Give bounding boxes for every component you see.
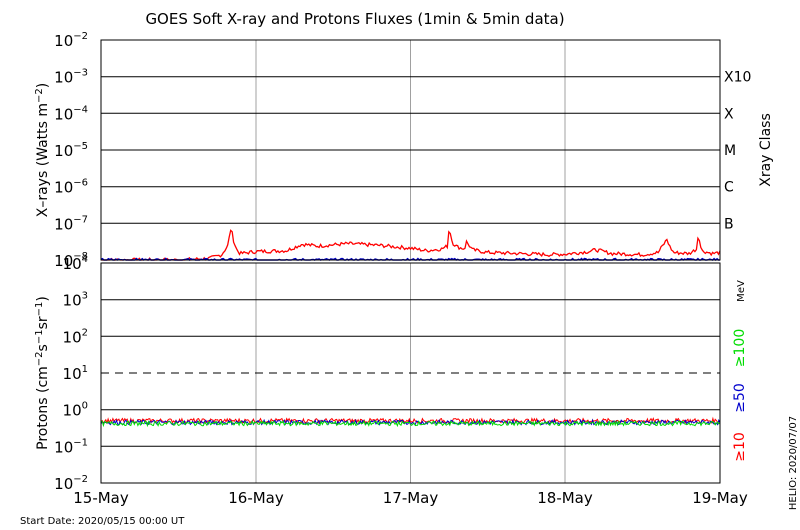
xray-y-tick-1e-4: 10−4 xyxy=(54,104,88,123)
xray-class-m: M xyxy=(724,143,736,159)
xray-frame xyxy=(100,39,721,261)
protons-y-tick-labels: 104 103 102 101 100 10−1 10−2 xyxy=(54,254,88,493)
xray-class-x10: X10 xyxy=(724,70,751,86)
xray-panel: 10−2 10−3 10−4 10−5 10−6 10−7 10−8 X10 X M C B X–r… xyxy=(34,31,774,270)
legend-50mev: ≥50 xyxy=(732,383,748,413)
xray-class-c: C xyxy=(724,180,734,196)
protons-horizontal-grid xyxy=(101,299,720,447)
xray-class-b: B xyxy=(724,216,734,232)
x-tick-16may: 16-May xyxy=(228,489,284,507)
protons-y-tick-1e4: 104 xyxy=(63,254,88,273)
xray-class-axis-label: Xray Class xyxy=(758,113,774,187)
xray-series-long xyxy=(100,229,721,261)
proton-series-ge100 xyxy=(100,419,721,428)
protons-y-axis-label: Protons (cm−2s−1sr−1) xyxy=(34,296,51,450)
credit-label: HELIO: 2020/07/07 xyxy=(788,416,799,510)
xray-y-tick-1e-6: 10−6 xyxy=(54,178,88,197)
protons-y-tick-1e3: 103 xyxy=(63,291,88,310)
xray-y-tick-1e-5: 10−5 xyxy=(54,141,88,160)
xray-horizontal-grid xyxy=(101,76,720,224)
protons-y-tick-1e2: 102 xyxy=(63,327,88,346)
x-tick-18may: 18-May xyxy=(537,489,593,507)
chart-title: GOES Soft X-ray and Protons Fluxes (1min… xyxy=(145,10,564,28)
xray-y-tick-1e-8: 10−8 xyxy=(54,251,88,270)
xray-y-tick-labels: 10−2 10−3 10−4 10−5 10−6 10−7 10−8 xyxy=(54,31,88,270)
xray-class-x: X xyxy=(724,106,734,122)
protons-y-tick-1e-1: 10−1 xyxy=(54,437,88,456)
protons-frame xyxy=(100,262,721,484)
proton-series xyxy=(100,416,721,428)
x-tick-17may: 17-May xyxy=(383,489,439,507)
legend-100mev: ≥100 xyxy=(732,329,748,367)
protons-y-tick-1e0: 100 xyxy=(63,401,88,420)
x-tick-19may: 19-May xyxy=(692,489,748,507)
proton-series-ge10 xyxy=(100,416,721,425)
legend-10mev: ≥10 xyxy=(732,432,748,462)
xray-y-tick-1e-7: 10−7 xyxy=(54,214,88,233)
xray-y-tick-1e-3: 10−3 xyxy=(54,68,88,87)
start-date-label: Start Date: 2020/05/15 00:00 UT xyxy=(20,516,185,527)
x-tick-15may: 15-May xyxy=(73,489,129,507)
xray-class-labels: X10 X M C B xyxy=(724,70,751,233)
xray-y-tick-1e-2: 10−2 xyxy=(54,31,88,50)
protons-y-tick-1e-2: 10−2 xyxy=(54,474,88,493)
protons-unit-label: MeV xyxy=(736,280,747,302)
protons-panel: 104 103 102 101 100 10−1 10−2 Protons (cm−2s−1… xyxy=(34,254,748,493)
xray-y-axis-label: X–rays (Watts m−2) xyxy=(34,83,51,218)
x-axis-tick-labels: 15-May 16-May 17-May 18-May 19-May xyxy=(73,489,748,507)
protons-y-tick-1e1: 101 xyxy=(63,364,88,383)
